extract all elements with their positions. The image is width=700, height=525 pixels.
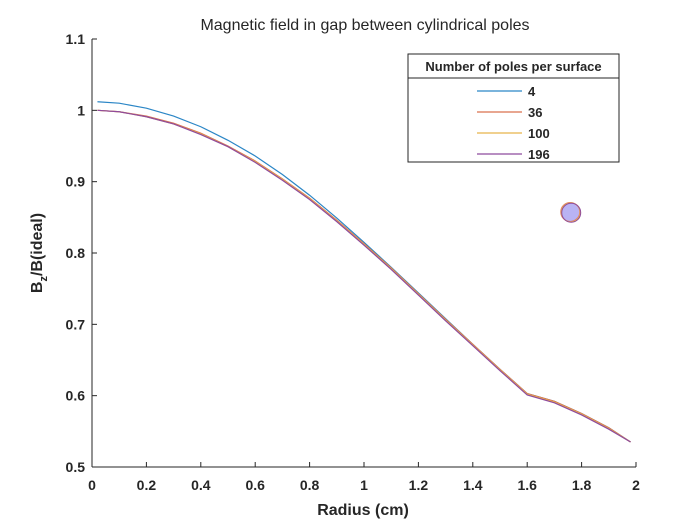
legend-box <box>407 53 620 163</box>
y-axis-label-main: B <box>29 282 46 294</box>
axes: 0 0.2 0.4 0.6 0.8 1 1.2 1.4 1.6 1.8 2 0.5 0.6 0.7 0.8 0… <box>66 31 641 493</box>
y-tick-label: 0.7 <box>66 316 86 332</box>
x-tick-label: 2 <box>632 477 640 493</box>
x-tick-label: 0.6 <box>245 477 265 493</box>
y-tick-label: 0.5 <box>66 459 86 475</box>
y-tick-label: 0.6 <box>66 388 86 404</box>
y-tick-label: 1.1 <box>66 31 86 47</box>
y-axis-label-rest: /B(ideal) <box>29 213 46 276</box>
legend-label-36: 36 <box>528 105 542 120</box>
y-axis-label: Bz/B(ideal) <box>29 213 50 293</box>
legend-label-4: 4 <box>528 84 536 99</box>
y-tick-label: 1 <box>77 102 85 118</box>
chart-title: Magnetic field in gap between cylindrica… <box>200 17 529 34</box>
x-tick-label: 1 <box>360 477 368 493</box>
legend-title: Number of poles per surface <box>425 59 601 74</box>
x-axis-label: Radius (cm) <box>317 502 409 519</box>
y-tick-label: 0.9 <box>66 174 86 190</box>
legend-label-196: 196 <box>528 147 550 162</box>
x-tick-label: 0.2 <box>137 477 157 493</box>
x-tick-label: 1.4 <box>463 477 483 493</box>
x-tick-label: 0.8 <box>300 477 320 493</box>
marker-outline <box>561 202 582 223</box>
series-line-196 <box>97 109 631 443</box>
y-axis-label-subscript: z <box>38 276 50 282</box>
series-lines <box>97 101 631 443</box>
x-tick-label: 1.2 <box>409 477 429 493</box>
marker-fill <box>561 202 581 222</box>
legend-entries: 4 36 100 196 <box>477 84 550 162</box>
legend: Number of poles per surface 4 36 100 196 <box>407 53 620 163</box>
x-tick-label: 1.8 <box>572 477 592 493</box>
legend-label-100: 100 <box>528 126 550 141</box>
y-tick-label: 0.8 <box>66 245 86 261</box>
x-tick-label: 1.6 <box>517 477 537 493</box>
x-tick-label: 0.4 <box>191 477 211 493</box>
x-tick-label: 0 <box>88 477 96 493</box>
annotations <box>560 201 582 223</box>
